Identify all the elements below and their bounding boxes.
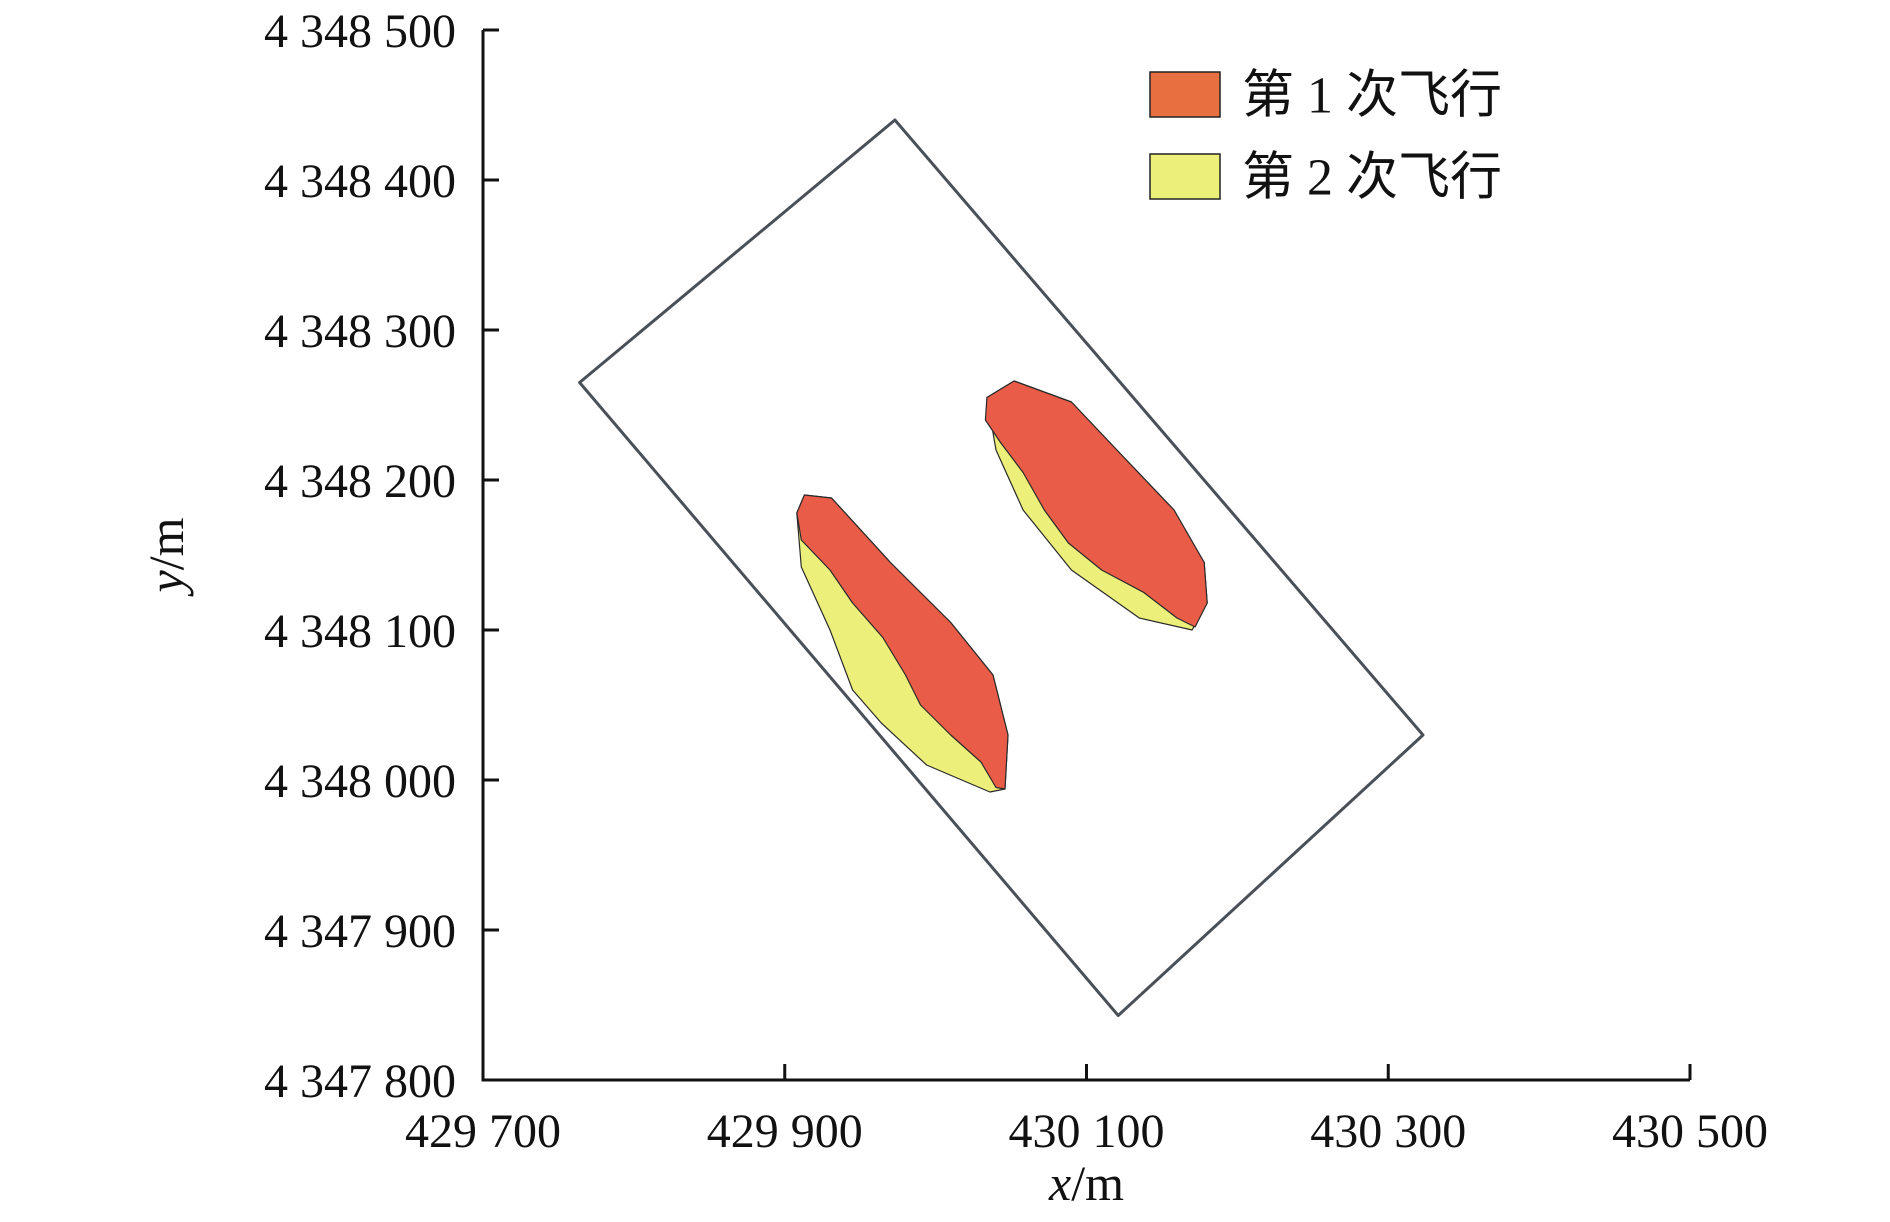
y-tick-label-6: 4 348 400 — [264, 155, 456, 208]
y-tick-label-0: 4 347 800 — [264, 1055, 456, 1108]
x-axis-title-var: x — [1048, 1155, 1071, 1211]
x-tick-label-0: 429 700 — [405, 1105, 561, 1158]
survey-boundary — [578, 118, 1425, 1017]
y-axis-title: y/m — [138, 517, 194, 597]
legend-label-2: 第 2 次飞行 — [1242, 150, 1502, 207]
y-axis-title-unit: /m — [138, 517, 194, 570]
y-tick-label-4: 4 348 200 — [264, 455, 456, 508]
series-2-region-1 — [796, 494, 1009, 790]
x-tick-label-1: 429 900 — [707, 1105, 863, 1158]
y-tick-label-5: 4 348 300 — [264, 305, 456, 358]
y-tick-label-2: 4 348 000 — [264, 755, 456, 808]
y-tick-label-7: 4 348 500 — [264, 5, 456, 58]
legend-swatch-1 — [1149, 71, 1221, 118]
axes: 4 347 800 4 347 900 4 348 000 4 348 100 4 34… — [138, 5, 1768, 1211]
legend-label-1: 第 1 次飞行 — [1242, 68, 1502, 125]
y-tick-label-3: 4 348 100 — [264, 605, 456, 658]
legend-swatch-2 — [1149, 153, 1221, 200]
x-tick-label-4: 430 500 — [1612, 1105, 1768, 1158]
x-tick-label-3: 430 300 — [1310, 1105, 1466, 1158]
x-axis-title: x/m — [1048, 1155, 1124, 1211]
x-tick-label-2: 430 100 — [1009, 1105, 1165, 1158]
series-2-region-2 — [984, 380, 1208, 628]
y-axis-title-var: y — [138, 570, 194, 598]
x-axis-title-unit: /m — [1071, 1155, 1124, 1211]
y-tick-label-1: 4 347 900 — [264, 905, 456, 958]
plot-area — [578, 118, 1425, 1017]
